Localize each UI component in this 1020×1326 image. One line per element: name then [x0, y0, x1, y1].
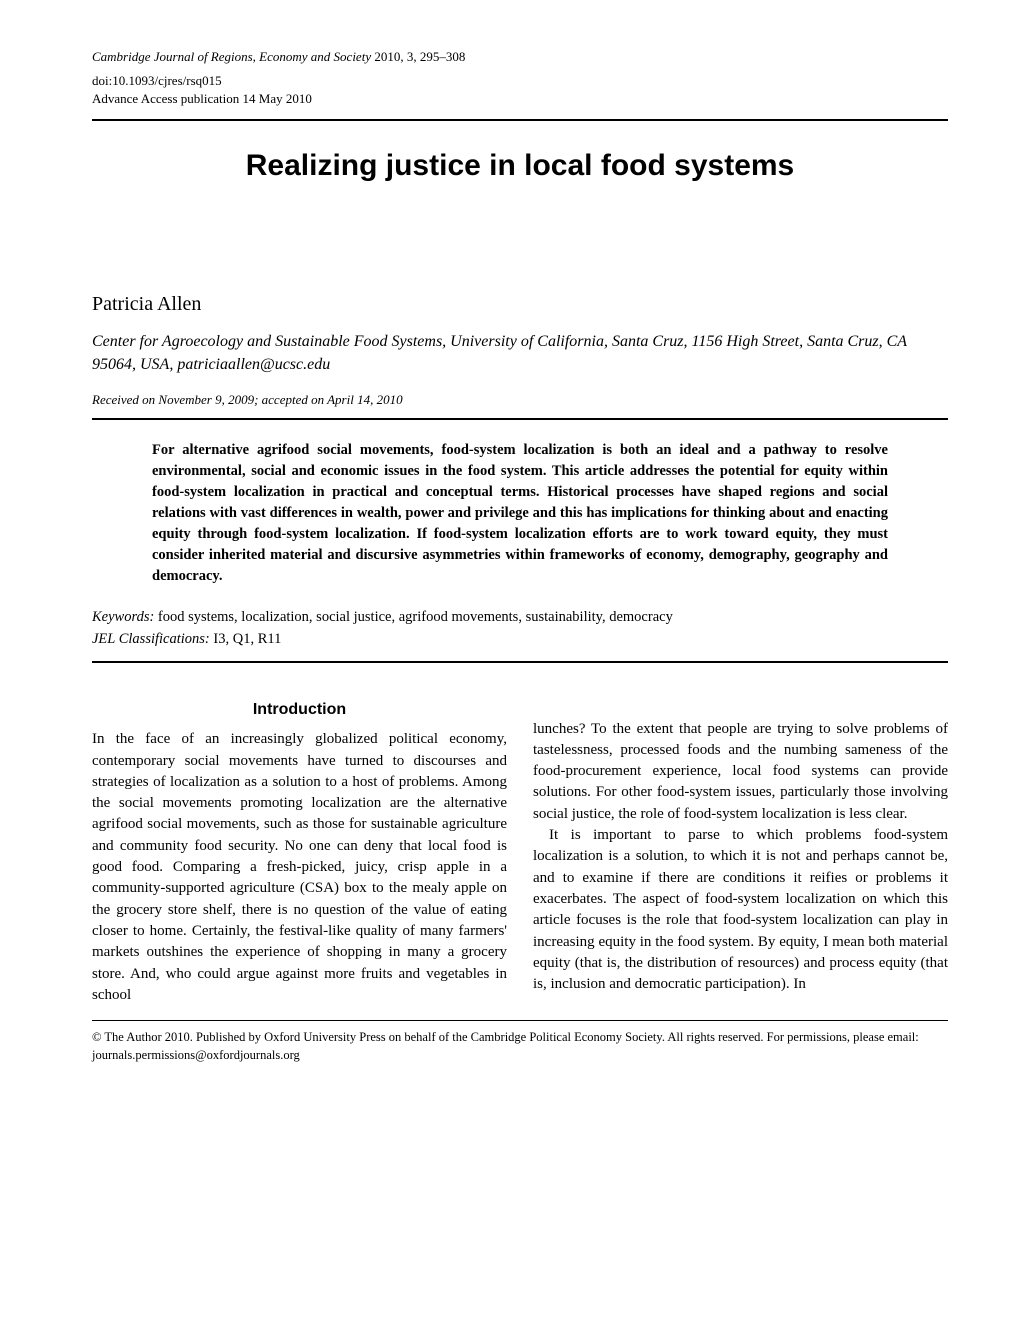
keywords-text: food systems, localization, social justi… [154, 609, 673, 625]
copyright-notice: © The Author 2010. Published by Oxford U… [92, 1029, 948, 1064]
jel-line: JEL Classifications: I3, Q1, R11 [92, 629, 948, 651]
download-attribution: Downloaded from cjres.oxfordjournals.org… [988, 0, 1002, 340]
author-affiliation: Center for Agroecology and Sustainable F… [92, 330, 948, 376]
column-right: lunches? To the extent that people are t… [533, 663, 948, 1007]
received-dates: Received on November 9, 2009; accepted o… [92, 392, 948, 408]
body-columns: Introduction In the face of an increasin… [92, 663, 948, 1007]
doi: doi:10.1093/cjres/rsq015 [92, 72, 948, 90]
article-title: Realizing justice in local food systems [92, 149, 948, 183]
divider [92, 1020, 948, 1021]
author-name: Patricia Allen [92, 293, 948, 316]
keywords-line: Keywords: food systems, localization, so… [92, 607, 948, 629]
body-paragraph: It is important to parse to which proble… [533, 825, 948, 995]
abstract: For alternative agrifood social movement… [152, 440, 888, 587]
body-paragraph: In the face of an increasingly globalize… [92, 729, 507, 1006]
section-heading-introduction: Introduction [92, 699, 507, 722]
jel-label: JEL Classifications: [92, 631, 210, 647]
journal-meta: Cambridge Journal of Regions, Economy an… [92, 48, 948, 66]
column-left: Introduction In the face of an increasin… [92, 663, 507, 1007]
divider [92, 119, 948, 121]
publication-date: Advance Access publication 14 May 2010 [92, 90, 948, 108]
journal-name: Cambridge Journal of Regions, Economy an… [92, 49, 371, 64]
keywords-label: Keywords: [92, 609, 154, 625]
journal-year-vol: 2010, 3, 295–308 [371, 49, 465, 64]
jel-text: I3, Q1, R11 [210, 631, 282, 647]
divider [92, 418, 948, 420]
body-paragraph: lunches? To the extent that people are t… [533, 719, 948, 825]
